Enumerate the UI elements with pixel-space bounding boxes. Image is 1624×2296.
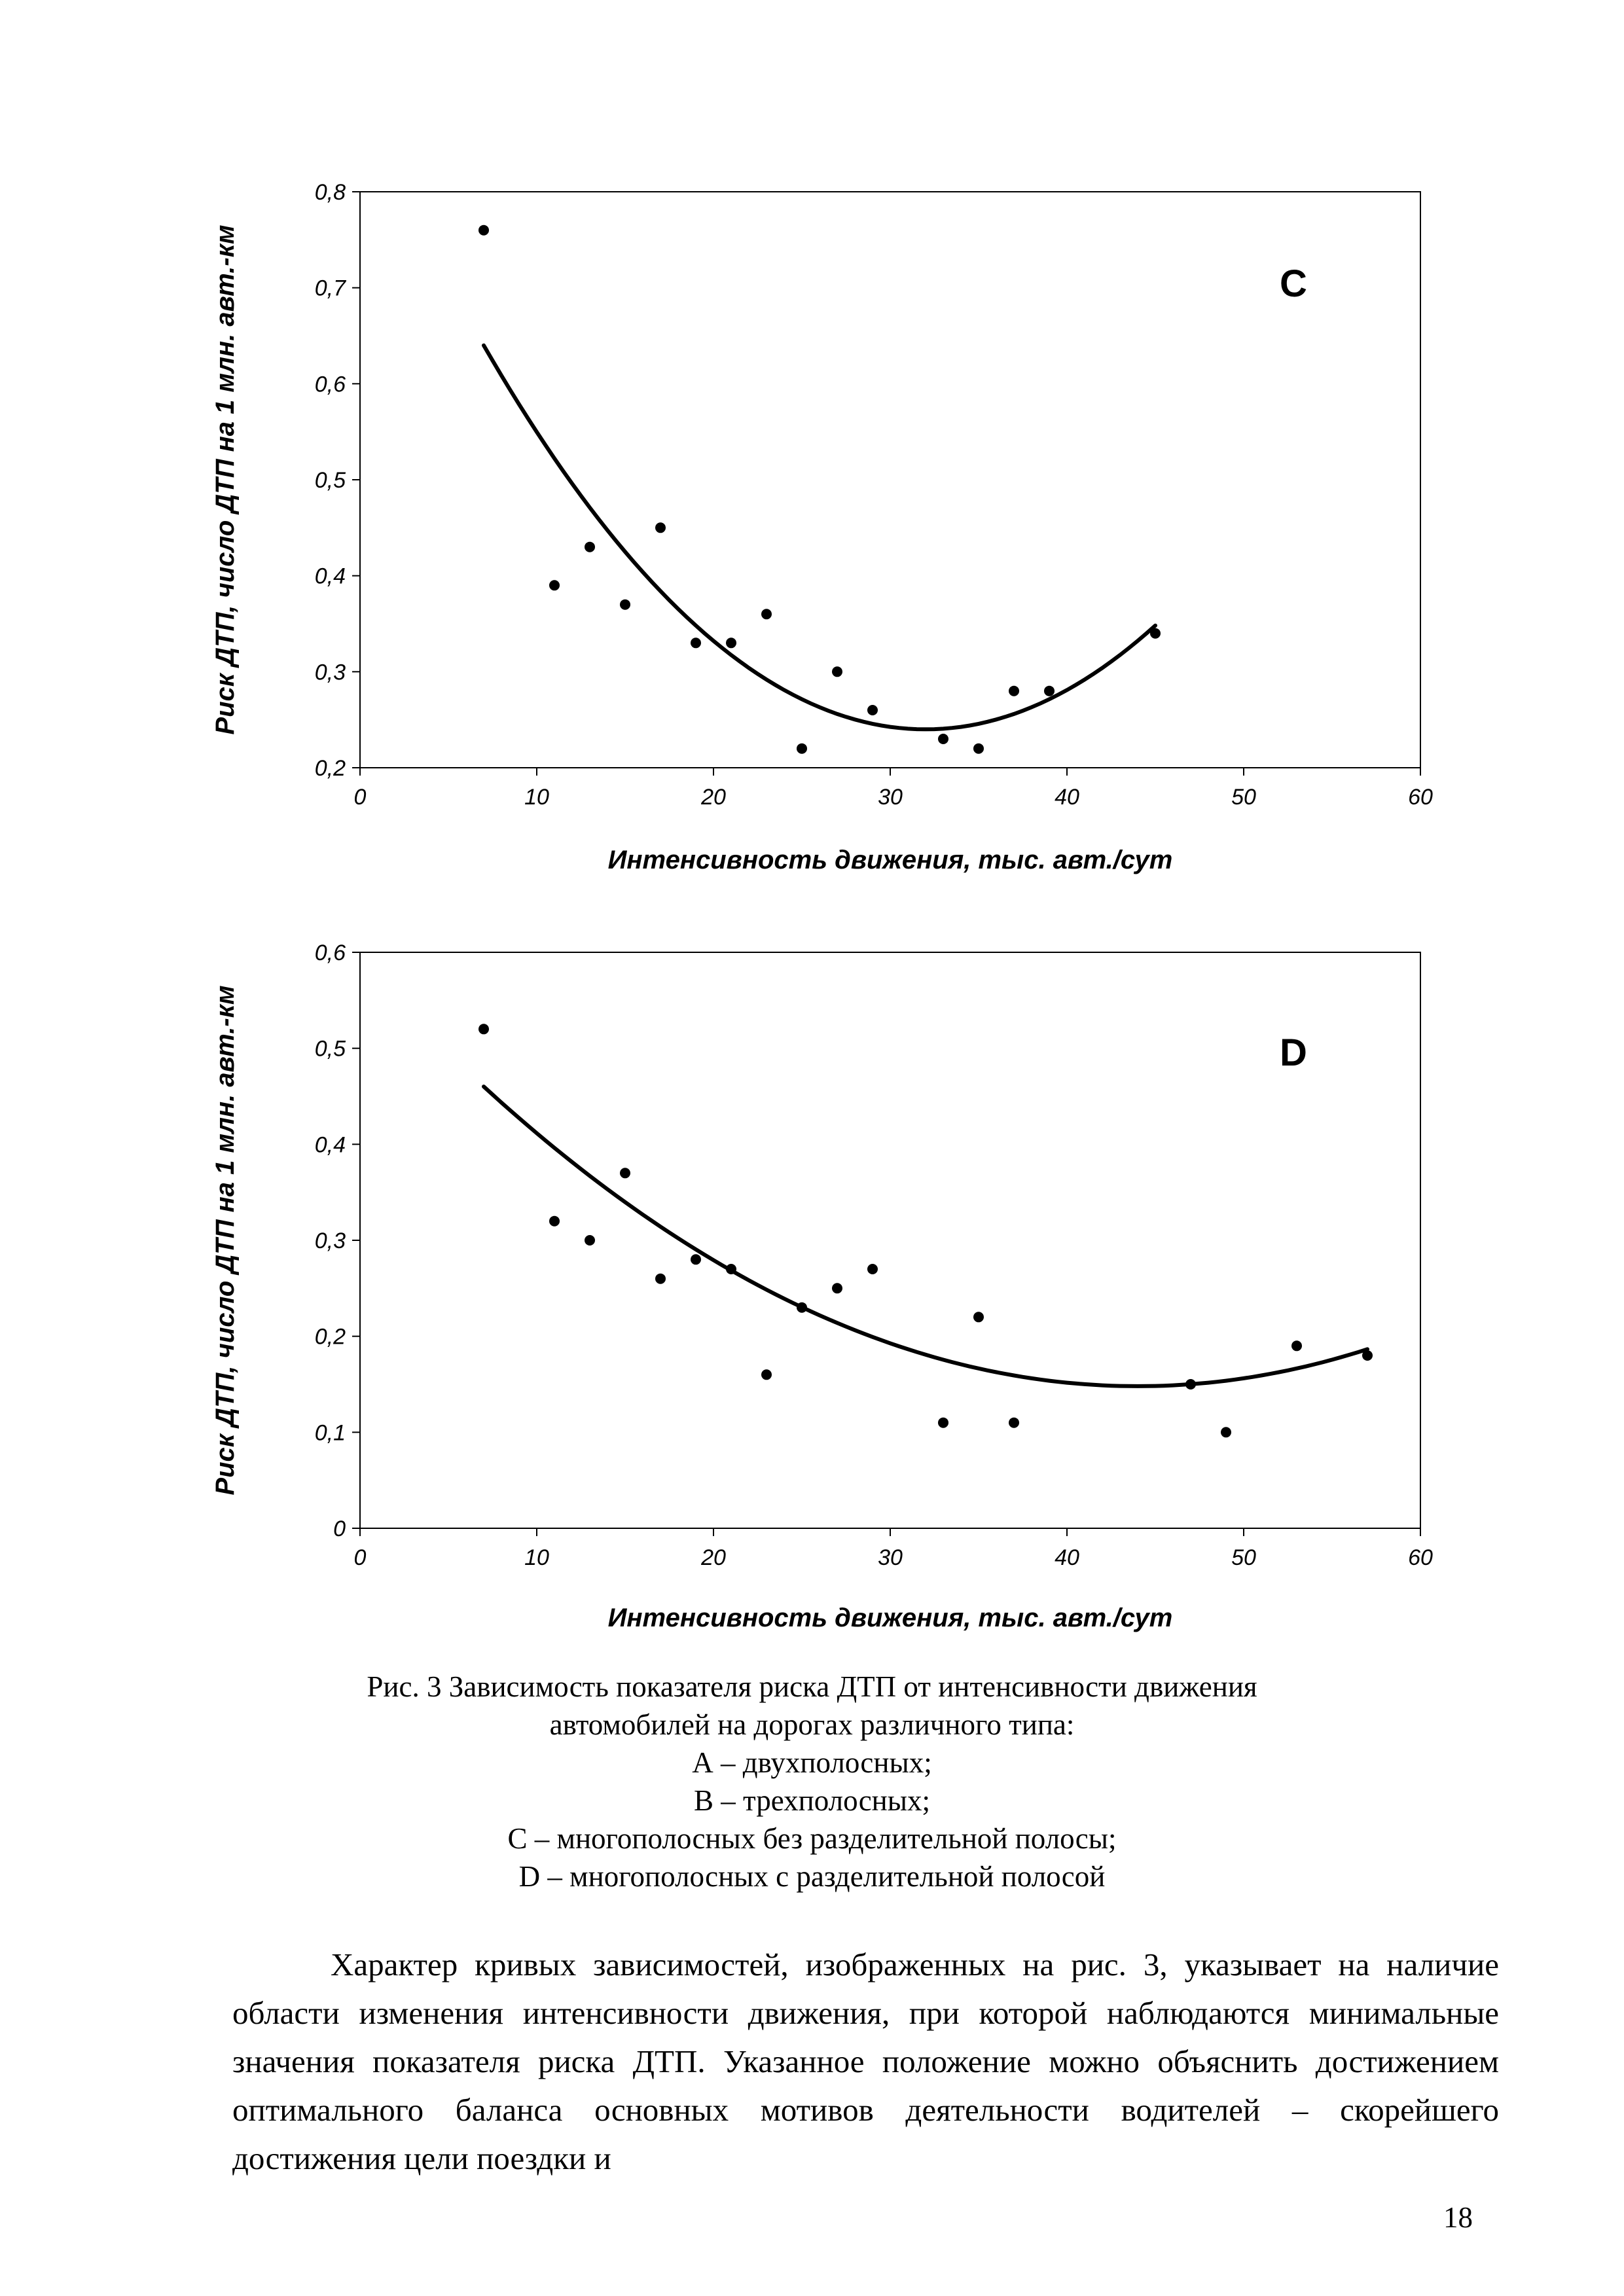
data-point — [549, 580, 560, 591]
plot-border — [359, 191, 1421, 768]
data-point — [478, 1024, 489, 1035]
y-tick-label: 0,8 — [315, 182, 346, 205]
x-tick-label: 10 — [524, 785, 549, 810]
data-point — [938, 1417, 948, 1428]
x-tick-label: 10 — [524, 1545, 549, 1570]
y-tick-label: 0,2 — [315, 1325, 346, 1350]
data-point — [585, 541, 595, 552]
data-point — [478, 224, 489, 236]
data-point — [726, 1264, 736, 1274]
y-tick-label: 0,1 — [315, 1420, 346, 1445]
y-tick-label: 0,7 — [315, 276, 346, 301]
trend-curve — [482, 343, 1157, 732]
data-point — [832, 1283, 842, 1294]
data-point — [1185, 1379, 1196, 1390]
data-point — [691, 1254, 701, 1265]
caption-line: В – трехполосных; — [694, 1784, 930, 1817]
x-tick-label: 60 — [1408, 1545, 1433, 1570]
x-tick-label: 40 — [1055, 1545, 1079, 1570]
x-tick-label: 30 — [878, 1545, 903, 1570]
data-point — [761, 1369, 772, 1380]
y-tick-label: 0,4 — [315, 564, 346, 589]
x-tick-label: 0 — [354, 785, 367, 810]
data-point — [620, 599, 630, 610]
caption-line: D – многополосных с разделительной полос… — [518, 1860, 1106, 1893]
chart-C: 0,2 0,3 0,4 0,5 0,6 0,7 0,8 0 10 20 30 40 50 60 — [262, 180, 1434, 840]
y-tick-label: 0 — [333, 1516, 346, 1541]
y-tick-label: 0,5 — [315, 1037, 346, 1062]
caption-line: Рис. 3 Зависимость показателя риска ДТП … — [367, 1670, 1257, 1703]
data-point — [585, 1235, 595, 1246]
data-point — [655, 1273, 666, 1284]
chart-D-x-axis-title: Интенсивность движения, тыс. авт./сут — [607, 1604, 1173, 1632]
x-tick-label: 60 — [1408, 785, 1433, 810]
data-point — [1009, 1417, 1019, 1428]
y-tick-label: 0,5 — [315, 468, 346, 493]
data-point — [655, 522, 666, 533]
page-number: 18 — [1443, 2201, 1473, 2234]
chart-D-panel-label: D — [1280, 1031, 1307, 1074]
chart-C-y-axis-title: Риск ДТП, число ДТП на 1 млн. авт.-км — [211, 224, 240, 735]
y-tick-label: 0,6 — [315, 372, 346, 397]
data-point — [1044, 685, 1055, 696]
chart-D-y-axis-title: Риск ДТП, число ДТП на 1 млн. авт.-км — [211, 985, 240, 1496]
chart-D: 0 0,1 0,2 0,3 0,4 0,5 0,6 0 10 20 30 40 50 60 — [262, 941, 1434, 1600]
caption-line: автомобилей на дорогах различного типа: — [549, 1708, 1075, 1741]
x-tick-label: 50 — [1231, 785, 1256, 810]
data-point — [726, 637, 736, 649]
x-tick-label: 40 — [1055, 785, 1079, 810]
data-point — [938, 734, 948, 744]
caption-line: С – многополосных без разделительной пол… — [507, 1822, 1117, 1855]
data-point — [1362, 1350, 1373, 1361]
y-tick-label: 0,3 — [315, 1229, 346, 1253]
y-tick-label: 0,6 — [315, 942, 346, 965]
figure-caption: Рис. 3 Зависимость показателя риска ДТП … — [0, 1668, 1624, 1895]
data-point — [797, 743, 807, 754]
body-paragraph: Характер кривых зависимостей, изображенн… — [232, 1946, 1499, 2176]
x-tick-label: 30 — [878, 785, 903, 810]
x-tick-label: 20 — [700, 1545, 726, 1570]
plot-border — [359, 952, 1421, 1529]
y-tick-label: 0,4 — [315, 1132, 346, 1157]
data-point — [1009, 685, 1019, 696]
x-tick-label: 20 — [700, 785, 726, 810]
data-point — [761, 609, 772, 620]
data-point — [620, 1168, 630, 1179]
chart-svg: 0,2 0,3 0,4 0,5 0,6 0,7 0,8 0 10 20 30 40 50 60 — [315, 180, 1433, 810]
trend-curve — [482, 1085, 1369, 1388]
data-point — [867, 705, 878, 715]
data-point — [1291, 1340, 1302, 1352]
data-point — [867, 1264, 878, 1274]
data-point — [1221, 1427, 1231, 1438]
y-tick-label: 0,3 — [315, 660, 346, 685]
data-point — [973, 1312, 984, 1323]
data-point — [832, 666, 842, 677]
chart-svg: 0 0,1 0,2 0,3 0,4 0,5 0,6 0 10 20 30 40 50 60 — [315, 941, 1433, 1570]
caption-line: А – двухполосных; — [692, 1746, 932, 1779]
data-point — [691, 637, 701, 649]
chart-C-x-axis-title: Интенсивность движения, тыс. авт./сут — [607, 846, 1173, 874]
data-point — [797, 1302, 807, 1313]
x-tick-label: 50 — [1231, 1545, 1256, 1570]
data-point — [1150, 628, 1161, 639]
chart-C-panel-label: C — [1280, 262, 1307, 305]
data-point — [549, 1215, 560, 1227]
data-point — [973, 743, 984, 754]
x-tick-label: 0 — [354, 1545, 367, 1570]
y-tick-label: 0,2 — [315, 756, 346, 781]
